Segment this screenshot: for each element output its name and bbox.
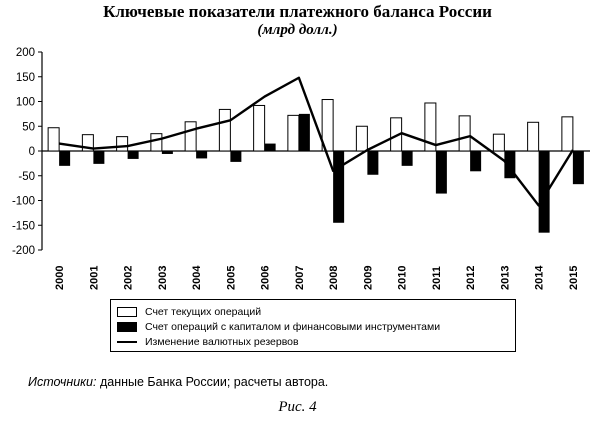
bar-financial-account — [538, 151, 550, 233]
bar-financial-account — [367, 151, 379, 175]
bar-financial-account — [435, 151, 447, 194]
chart-legend: Счет текущих операций Счет операций с ка… — [110, 299, 516, 352]
legend-item-financial-account: Счет операций с капиталом и финансовыми … — [117, 320, 440, 334]
y-tick-label: -200 — [12, 245, 35, 257]
bar-current-account — [184, 121, 197, 152]
bar-current-account — [218, 108, 231, 152]
bar-current-account — [253, 104, 266, 152]
bar-current-account — [492, 133, 505, 152]
x-tick-label: 2014 — [534, 265, 546, 290]
bar-current-account — [81, 134, 94, 152]
chart-subtitle: (млрд долл.) — [257, 22, 338, 38]
x-tick-label: 2011 — [431, 266, 443, 290]
bar-current-account — [150, 133, 163, 152]
legend-item-current-account: Счет текущих операций — [117, 305, 261, 319]
legend-label-financial-account: Счет операций с капиталом и финансовыми … — [145, 321, 441, 333]
line-reserves — [58, 76, 574, 207]
x-tick-label: 2010 — [397, 266, 409, 290]
x-tick-label: 2002 — [123, 266, 135, 290]
x-tick-label: 2006 — [260, 266, 272, 290]
bar-financial-account — [470, 151, 482, 172]
chart-plot: -200 -150 -100 -50 0 50 100 150 200 2000 2001 2002 2… — [12, 47, 590, 290]
source-text: данные Банка России; расчеты автора. — [96, 375, 329, 389]
x-tick-label: 2008 — [328, 266, 340, 290]
y-tick-label: -100 — [12, 196, 35, 208]
bar-financial-account — [59, 151, 71, 166]
y-tick-label: -150 — [12, 220, 35, 232]
bar-financial-account — [572, 151, 584, 185]
bar-current-account — [424, 102, 437, 152]
bar-financial-account — [264, 143, 276, 151]
chart-title: Ключевые показатели платежного баланса Р… — [103, 2, 492, 21]
bar-current-account — [47, 127, 60, 152]
figure-caption: Рис. 4 — [278, 399, 317, 415]
x-tick-label: 2013 — [499, 266, 511, 290]
y-tick-label: 50 — [22, 121, 35, 133]
bar-current-account — [321, 99, 334, 152]
bar-current-account — [561, 116, 574, 152]
y-tick-label: 200 — [16, 47, 35, 59]
bar-current-account — [355, 125, 368, 152]
bar-current-account — [527, 121, 540, 152]
x-tick-label: 2005 — [225, 266, 237, 290]
bar-current-account — [287, 114, 300, 152]
source-label: Источники: — [28, 375, 97, 389]
y-tick-label: 100 — [16, 97, 35, 109]
x-tick-label: 2000 — [54, 266, 66, 290]
legend-label-current-account: Счет текущих операций — [145, 306, 262, 318]
y-tick-label: -50 — [18, 171, 35, 183]
legend-item-reserves: Изменение валютных резервов — [117, 335, 299, 349]
source-note: Источники: данные Банка России; расчеты … — [28, 375, 328, 389]
bar-current-account — [458, 115, 471, 152]
bar-financial-account — [127, 151, 139, 159]
x-tick-label: 2012 — [465, 266, 477, 290]
x-tick-label: 2009 — [362, 266, 374, 290]
x-tick-label: 2001 — [88, 266, 100, 290]
bar-financial-account — [161, 151, 173, 154]
legend-swatch-filled — [117, 322, 137, 332]
bar-financial-account — [333, 151, 345, 223]
bar-financial-account — [298, 113, 310, 151]
y-tick-label: 0 — [29, 146, 35, 158]
legend-swatch-line — [117, 341, 137, 343]
y-tick-label: 150 — [16, 72, 35, 84]
legend-label-reserves: Изменение валютных резервов — [145, 336, 299, 348]
bar-financial-account — [93, 151, 105, 164]
bar-financial-account — [196, 151, 208, 159]
x-tick-label: 2003 — [157, 266, 169, 290]
bar-financial-account — [504, 151, 516, 179]
x-tick-label: 2015 — [568, 266, 580, 290]
bar-financial-account — [401, 151, 413, 166]
x-tick-label: 2004 — [191, 265, 203, 290]
legend-swatch-outline — [117, 307, 137, 317]
bar-financial-account — [230, 151, 242, 162]
bar-current-account — [116, 136, 129, 152]
x-tick-label: 2007 — [294, 266, 306, 290]
